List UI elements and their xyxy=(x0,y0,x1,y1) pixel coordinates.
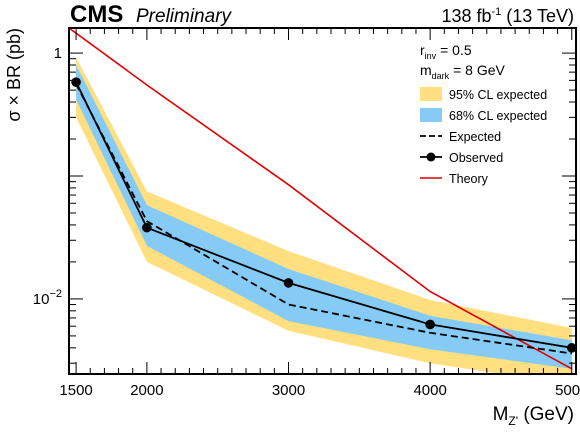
energy-label: (13 TeV) xyxy=(506,6,574,26)
plot-frame xyxy=(68,27,577,375)
band-68-expected xyxy=(76,65,572,369)
x-tick-label: 2000 xyxy=(130,382,163,399)
lumi-exponent: -1 xyxy=(492,6,502,18)
legend-label: Expected xyxy=(449,130,501,144)
y-tick-label: 1 xyxy=(54,45,62,62)
status-label: Preliminary xyxy=(136,6,233,27)
rinv-subscript: inv xyxy=(425,51,437,61)
y-axis-title: σ × BR (pb) xyxy=(4,28,24,122)
theory-line xyxy=(69,28,573,370)
x-axis-title-main: M xyxy=(493,404,509,425)
mdark-subscript: dark xyxy=(432,71,450,81)
x-tick-label: 1500 xyxy=(59,382,92,399)
x-axis-title-unit: (GeV) xyxy=(518,404,574,425)
rinv-symbol: r xyxy=(420,42,425,58)
x-axis-title-sub: Z' xyxy=(508,414,518,428)
x-tick-label: 3000 xyxy=(272,382,305,399)
legend-label: 68% CL expected xyxy=(449,109,547,123)
mdark-symbol: m xyxy=(420,62,432,78)
mdark-annotation: mdark = 8 GeV xyxy=(420,62,505,81)
expected-line xyxy=(75,83,572,355)
observed-point xyxy=(283,278,294,288)
plot-area xyxy=(69,28,576,374)
lumi-label: 138 fb-1 (13 TeV) xyxy=(441,6,574,26)
observed-point xyxy=(71,77,81,87)
y-tick-label: 10−2 xyxy=(33,288,62,308)
legend-label: Theory xyxy=(449,172,489,186)
x-tick-label: 4000 xyxy=(413,382,446,399)
legend: 95% CL expected 68% CL expected Expected Ob… xyxy=(420,87,547,186)
lumi-value: 138 fb xyxy=(441,6,491,26)
legend-swatch xyxy=(420,108,442,122)
observed-point xyxy=(142,222,152,233)
observed-point xyxy=(425,319,435,330)
experiment-label: CMS xyxy=(70,1,123,28)
rinv-annotation: rinv = 0.5 xyxy=(420,42,472,61)
x-axis-title: MZ' (GeV) xyxy=(493,404,574,428)
x-tick-label: 5000 xyxy=(555,382,580,399)
legend-swatch xyxy=(420,87,442,101)
legend-label: 95% CL expected xyxy=(449,88,547,102)
mdark-value: = 8 GeV xyxy=(449,62,505,78)
legend-label: Observed xyxy=(449,151,503,165)
rinv-value: = 0.5 xyxy=(436,42,472,58)
axis-ticks: 1500 2000 3000 4000 5000 1 10−2 xyxy=(33,28,580,399)
legend-marker xyxy=(426,152,436,162)
